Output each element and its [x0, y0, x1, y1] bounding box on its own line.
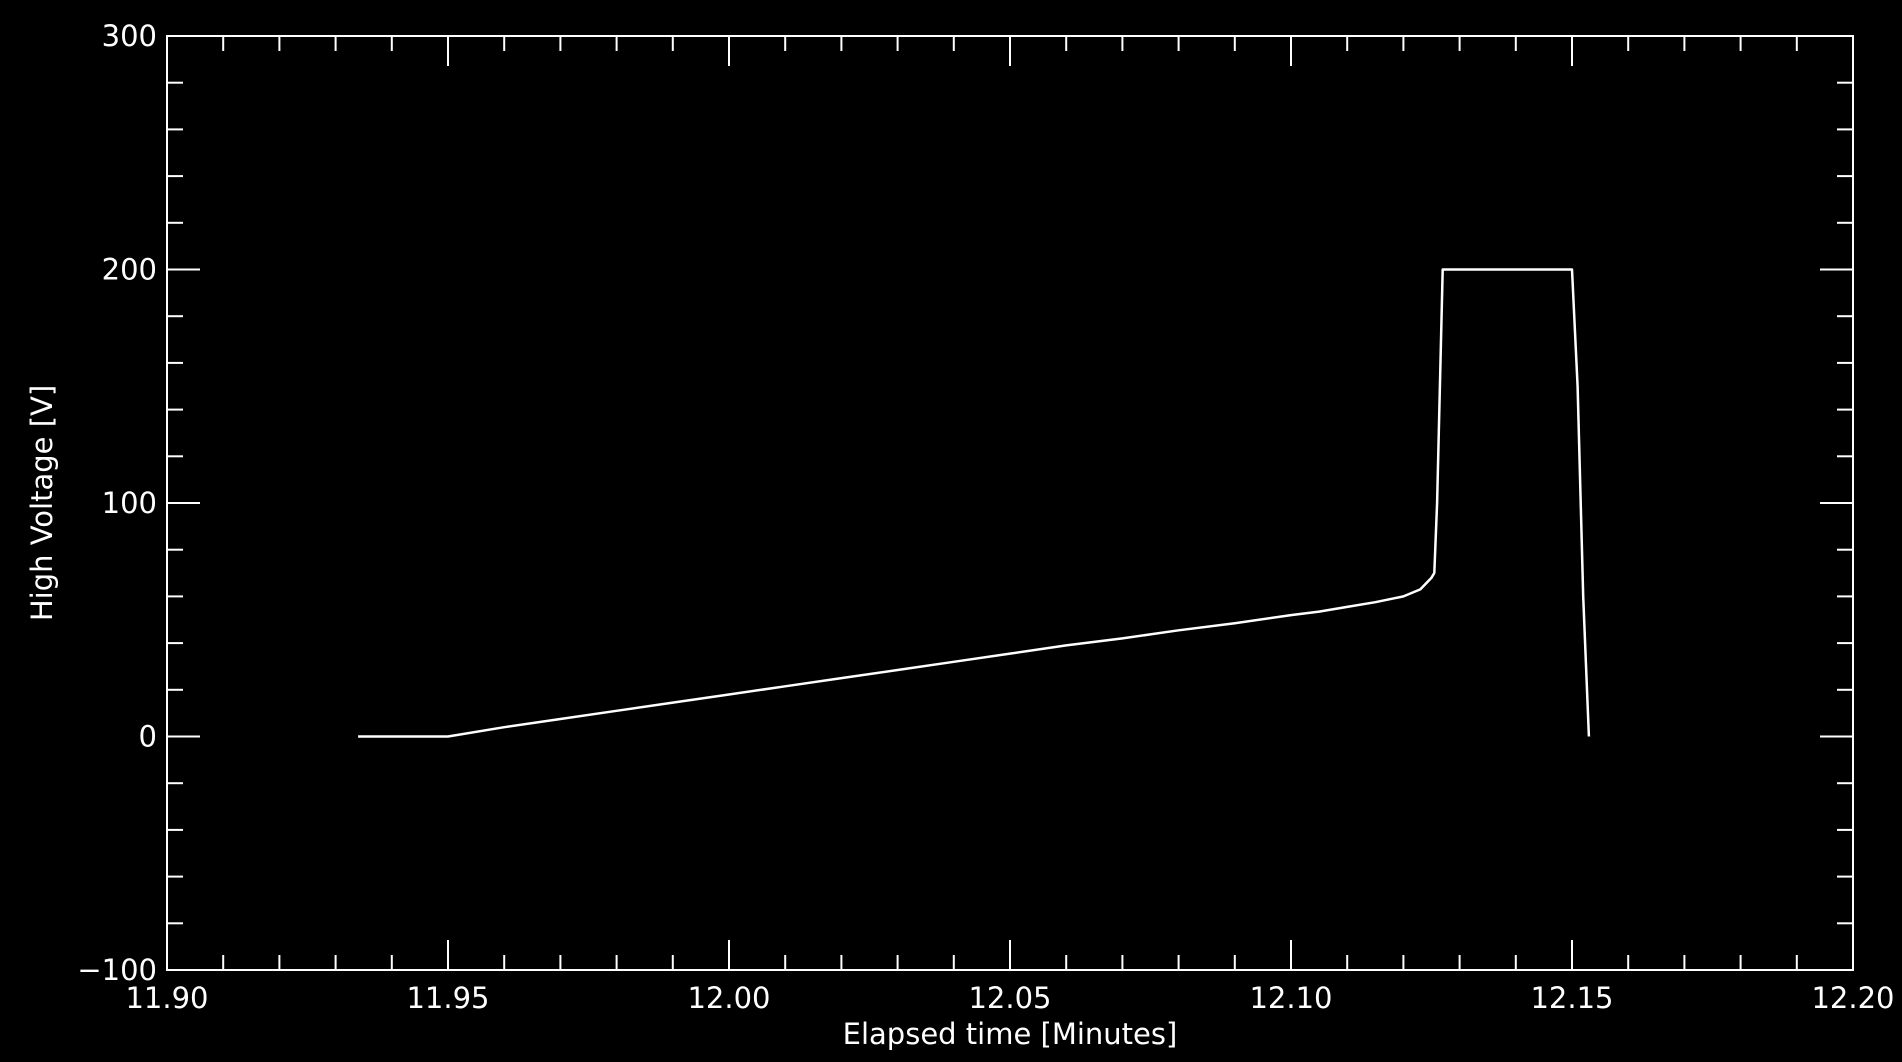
x-tick-label: 11.90 — [125, 981, 208, 1015]
y-tick-label: 300 — [102, 19, 157, 53]
y-tick-label: −100 — [77, 953, 157, 987]
y-axis-title: High Voltage [V] — [25, 385, 59, 621]
y-tick-label: 200 — [102, 253, 157, 287]
x-tick-label: 12.05 — [968, 981, 1051, 1015]
plot-frame — [166, 35, 1854, 971]
x-tick-label: 12.20 — [1811, 981, 1894, 1015]
x-tick-label: 11.95 — [406, 981, 489, 1015]
tick-labels: 11.90 11.95 12.00 12.05 12.10 12.15 12.20 −100 0… — [77, 19, 1894, 1015]
y-tick-label: 100 — [102, 486, 157, 520]
x-axis-title: Elapsed time [Minutes] — [843, 1017, 1178, 1051]
y-tick-label: 0 — [139, 720, 157, 754]
x-tick-label: 12.00 — [687, 981, 770, 1015]
series-line — [358, 268, 1591, 738]
x-tick-label: 12.15 — [1530, 981, 1613, 1015]
x-tick-label: 12.10 — [1249, 981, 1332, 1015]
